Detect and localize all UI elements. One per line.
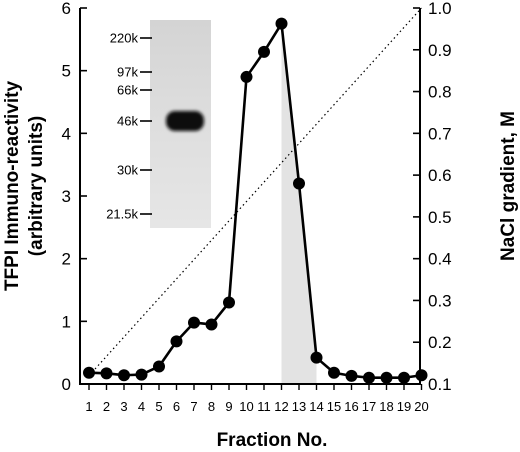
tfpi-data-point bbox=[100, 367, 113, 380]
x-tick-label: 11 bbox=[257, 399, 271, 414]
x-tick-label: 8 bbox=[208, 399, 215, 414]
x-axis-title: Fraction No. bbox=[217, 430, 328, 451]
series-layer bbox=[83, 17, 428, 384]
inset-blot: 220k 97k 66k 46k 30k 21.5k bbox=[106, 20, 211, 228]
x-tick-label: 14 bbox=[309, 399, 323, 414]
x-tick-label: 2 bbox=[103, 399, 110, 414]
tfpi-data-point bbox=[345, 369, 358, 382]
y-left-tick-label: 0 bbox=[62, 375, 71, 394]
tfpi-data-point bbox=[310, 351, 323, 364]
x-tick-label: 16 bbox=[344, 399, 358, 414]
y-right-tick-label: 0.6 bbox=[428, 166, 452, 185]
y-axis-right-title: NaCl gradient, M bbox=[498, 111, 519, 261]
blot-marker-label: 21.5k bbox=[106, 207, 138, 222]
tfpi-data-point bbox=[258, 45, 270, 58]
y-right-tick-label: 1.0 bbox=[428, 0, 452, 18]
tfpi-data-point bbox=[275, 17, 288, 30]
y-right-tick-label: 0.8 bbox=[428, 83, 452, 102]
x-tick-label: 6 bbox=[173, 399, 180, 414]
y-axis-left-title-line1: TFPI Immuno-reactivity bbox=[2, 81, 23, 292]
tfpi-data-point bbox=[153, 360, 165, 373]
x-tick-label: 13 bbox=[292, 399, 306, 414]
tfpi-data-point bbox=[328, 366, 340, 379]
nacl-gradient-line bbox=[88, 7, 422, 377]
x-tick-label: 5 bbox=[155, 399, 162, 414]
x-tick-label: 17 bbox=[362, 399, 376, 414]
tfpi-data-point bbox=[188, 316, 200, 329]
x-tick-label: 20 bbox=[414, 399, 428, 414]
blot-band bbox=[166, 111, 204, 131]
y-right-tick-label: 0.1 bbox=[428, 375, 452, 394]
y-left-tick-label: 2 bbox=[62, 250, 71, 269]
blot-marker-label: 97k bbox=[117, 65, 138, 80]
tfpi-data-point bbox=[118, 369, 130, 382]
x-tick-label: 10 bbox=[239, 399, 253, 414]
gradient-line-layer bbox=[88, 7, 422, 377]
tfpi-data-point bbox=[240, 70, 253, 83]
tfpi-data-point bbox=[415, 369, 428, 382]
y-left-tick-label: 6 bbox=[62, 0, 71, 18]
tfpi-data-point bbox=[398, 371, 410, 384]
tfpi-data-point bbox=[83, 366, 95, 379]
y-right-tick-label: 0.7 bbox=[428, 124, 452, 143]
blot-marker-label: 30k bbox=[117, 163, 138, 178]
tfpi-data-point bbox=[205, 318, 218, 331]
tfpi-data-point bbox=[170, 335, 183, 348]
x-tick-label: 7 bbox=[190, 399, 197, 414]
x-tick-label: 1 bbox=[85, 399, 92, 414]
tfpi-data-point bbox=[223, 296, 235, 309]
y-left-tick-label: 3 bbox=[62, 187, 71, 206]
x-tick-label: 12 bbox=[274, 399, 288, 414]
tfpi-data-point bbox=[293, 177, 305, 190]
tfpi-data-point bbox=[363, 371, 375, 384]
y-right-tick-label: 0.2 bbox=[428, 333, 452, 352]
y-right-tick-label: 0.5 bbox=[428, 208, 452, 227]
blot-marker-label: 46k bbox=[117, 114, 138, 129]
y-axis-left-title-line2: (arbitrary units) bbox=[26, 116, 47, 256]
tfpi-data-point bbox=[380, 371, 393, 384]
x-tick-label: 15 bbox=[327, 399, 341, 414]
x-tick-label: 18 bbox=[379, 399, 393, 414]
blot-marker-label: 220k bbox=[110, 31, 139, 46]
x-tick-label: 19 bbox=[397, 399, 411, 414]
x-tick-label: 9 bbox=[225, 399, 232, 414]
blot-marker-label: 66k bbox=[117, 83, 138, 98]
y-right-tick-label: 0.4 bbox=[428, 250, 452, 269]
y-left-tick-label: 5 bbox=[62, 62, 71, 81]
y-left-tick-label: 4 bbox=[62, 124, 71, 143]
y-right-tick-label: 0.9 bbox=[428, 41, 452, 60]
x-tick-label: 4 bbox=[138, 399, 145, 414]
x-tick-label: 3 bbox=[120, 399, 127, 414]
y-right-tick-label: 0.3 bbox=[428, 291, 452, 310]
tfpi-data-point bbox=[135, 368, 148, 381]
y-left-tick-label: 1 bbox=[62, 312, 71, 331]
